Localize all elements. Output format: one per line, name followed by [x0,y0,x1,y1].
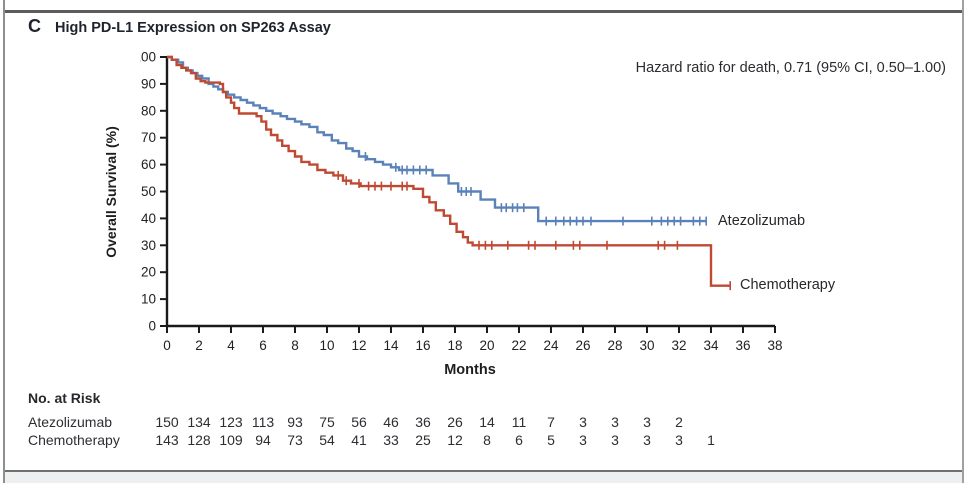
x-tick-label: 24 [543,338,559,353]
legend-label-atezolizumab: Atezolizumab [718,213,806,229]
x-tick-label: 4 [227,338,235,353]
y-tick-label: 80 [141,103,156,118]
x-tick-label: 0 [163,338,171,353]
y-tick-label: 90 [141,76,156,91]
risk-count: 54 [319,432,335,448]
risk-count: 134 [187,414,211,430]
panel-top-rule [5,10,962,13]
risk-count: 14 [479,414,495,430]
panel-letter: C [28,16,41,36]
risk-count: 3 [611,414,619,430]
x-tick-label: 30 [639,338,654,353]
risk-count: 8 [483,432,491,448]
risk-count: 5 [547,432,555,448]
risk-count: 123 [219,414,243,430]
panel-bottom-rule [5,470,962,472]
y-tick-label: 70 [141,130,156,145]
panel-title: High PD-L1 Expression on SP263 Assay [55,20,331,36]
kaplan-meier-plot: 0102030405060708090100024681012141618202… [140,50,783,354]
risk-row-atezolizumab: Atezolizumab 150 134 123 113 93 75 56 46 36 26 14 1… [0,414,973,431]
risk-count: 113 [251,414,275,430]
risk-count: 2 [675,414,683,430]
risk-count: 11 [511,414,527,430]
risk-count: 3 [579,432,587,448]
risk-count: 46 [383,414,399,430]
y-tick-label: 40 [141,211,156,226]
risk-count: 25 [415,432,431,448]
legend-label-chemotherapy: Chemotherapy [740,277,836,293]
panel-header: C High PD-L1 Expression on SP263 Assay [28,16,331,37]
x-tick-label: 34 [703,338,719,353]
risk-count: 3 [579,414,587,430]
risk-count: 93 [287,414,303,430]
x-tick-label: 14 [383,338,399,353]
x-axis-label: Months [444,362,496,378]
hazard-ratio-annotation: Hazard ratio for death, 0.71 (95% CI, 0.… [635,60,946,76]
km-curve-atezolizumab [167,55,707,223]
y-tick-label: 20 [141,265,156,280]
risk-row-chemotherapy: Chemotherapy 143 128 109 94 73 54 41 33 25 12 8 6 5 3… [0,432,973,449]
figure-border-right [962,0,964,483]
risk-count: 6 [515,432,523,448]
x-tick-label: 32 [671,338,686,353]
risk-count: 7 [547,414,555,430]
x-tick-label: 6 [259,338,267,353]
x-tick-label: 26 [575,338,590,353]
risk-row-label: Chemotherapy [28,432,120,448]
risk-count: 109 [219,432,243,448]
risk-count: 3 [643,414,651,430]
x-tick-label: 2 [195,338,203,353]
km-curve-chemotherapy [167,55,731,287]
risk-count: 3 [611,432,619,448]
risk-count: 56 [351,414,367,430]
risk-count: 36 [415,414,431,430]
risk-count: 26 [447,414,463,430]
x-tick-label: 20 [479,338,494,353]
risk-count: 3 [643,432,651,448]
y-tick-label: 50 [141,184,156,199]
x-tick-label: 18 [447,338,462,353]
x-tick-label: 8 [291,338,299,353]
y-tick-label: 30 [141,238,156,253]
risk-count: 75 [319,414,335,430]
x-tick-label: 10 [319,338,334,353]
x-tick-label: 36 [735,338,750,353]
risk-count: 41 [351,432,367,448]
figure-border-left [3,0,5,483]
risk-count: 128 [187,432,211,448]
risk-count: 33 [383,432,399,448]
y-tick-label: 10 [141,292,156,307]
next-panel-strip [5,472,962,483]
x-tick-label: 38 [767,338,782,353]
risk-count: 143 [155,432,179,448]
y-tick-label: 100 [140,50,156,65]
x-tick-label: 28 [607,338,622,353]
risk-count: 1 [707,432,715,448]
y-tick-label: 0 [148,319,156,334]
risk-count: 73 [287,432,303,448]
x-tick-label: 16 [415,338,430,353]
y-tick-label: 60 [141,157,156,172]
risk-count: 150 [155,414,179,430]
no-at-risk-heading: No. at Risk [28,390,101,406]
risk-count: 94 [255,432,271,448]
risk-count: 3 [675,432,683,448]
y-axis-label: Overall Survival (%) [103,126,119,258]
risk-row-label: Atezolizumab [28,414,113,430]
x-tick-label: 22 [511,338,526,353]
risk-count: 12 [447,432,463,448]
x-tick-label: 12 [351,338,366,353]
